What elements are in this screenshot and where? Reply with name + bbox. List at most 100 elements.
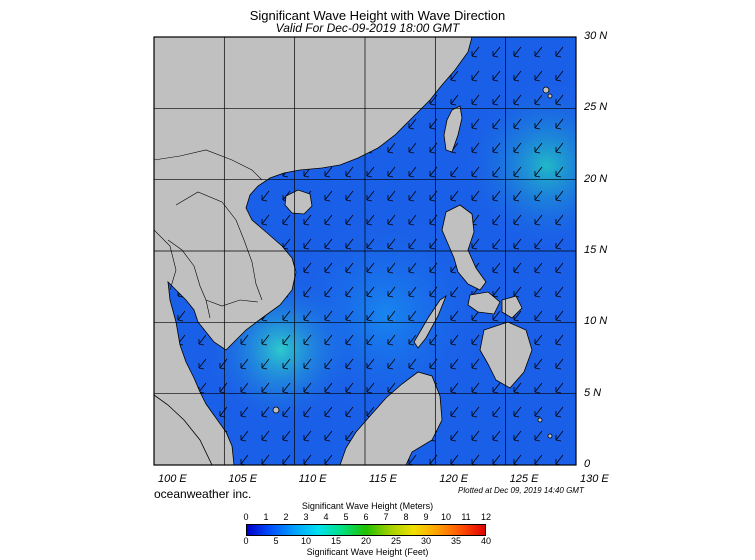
- wave-arrow: [198, 334, 207, 346]
- wave-arrow: [471, 310, 480, 322]
- wave-arrow: [450, 70, 459, 82]
- wave-arrow: [555, 358, 564, 370]
- wave-arrow: [324, 382, 333, 394]
- latitude-label: 30 N: [584, 30, 608, 42]
- colorbar-meter-tick: 3: [303, 512, 309, 522]
- latitude-label: 10 N: [584, 315, 608, 328]
- longitude-label: 120 E: [439, 473, 469, 485]
- wave-arrow: [471, 406, 480, 418]
- wave-arrow: [555, 382, 564, 394]
- wave-arrow: [408, 334, 417, 346]
- wave-arrow: [303, 214, 312, 226]
- wave-arrow: [198, 358, 207, 370]
- colorbar-feet-tick: 20: [360, 536, 372, 546]
- wave-arrow: [513, 70, 522, 82]
- wave-arrow: [534, 310, 543, 322]
- colorbar-meter-tick: 2: [283, 512, 289, 522]
- wave-arrow: [513, 46, 522, 58]
- longitude-label: 115 E: [369, 473, 397, 485]
- wave-arrow: [429, 166, 438, 178]
- wave-arrow: [303, 382, 312, 394]
- wave-arrow: [387, 262, 396, 274]
- wave-arrow: [429, 238, 438, 250]
- wave-arrow: [408, 238, 417, 250]
- wave-arrow: [429, 214, 438, 226]
- wave-arrow: [555, 94, 564, 106]
- wave-arrow: [303, 430, 312, 442]
- colorbar: [246, 524, 486, 536]
- wave-arrow: [366, 166, 375, 178]
- wave-arrow: [345, 358, 354, 370]
- wave-arrow: [492, 46, 501, 58]
- colorbar-feet-tick: 40: [480, 536, 492, 546]
- wave-arrow: [534, 190, 543, 202]
- wave-arrow: [324, 310, 333, 322]
- wave-height-map: [153, 36, 577, 466]
- wave-arrow: [324, 334, 333, 346]
- wave-arrow: [261, 382, 270, 394]
- longitude-label: 130 E: [580, 473, 609, 485]
- wave-arrow: [408, 286, 417, 298]
- wave-arrow: [345, 166, 354, 178]
- wave-arrow: [513, 262, 522, 274]
- wave-arrow: [324, 190, 333, 202]
- wave-arrow: [240, 430, 249, 442]
- wave-arrow: [534, 286, 543, 298]
- colorbar-meter-tick: 12: [480, 512, 492, 522]
- wave-arrow: [387, 310, 396, 322]
- longitude-label: 105 E: [228, 473, 258, 485]
- wave-arrow: [513, 142, 522, 154]
- wave-arrow: [534, 214, 543, 226]
- wave-arrow: [282, 214, 291, 226]
- wave-arrow: [429, 286, 438, 298]
- wave-arrow: [555, 214, 564, 226]
- wave-arrow: [492, 406, 501, 418]
- wave-arrow: [513, 214, 522, 226]
- wave-arrow: [303, 334, 312, 346]
- wave-arrow: [324, 358, 333, 370]
- wave-arrow: [534, 166, 543, 178]
- wave-arrow: [387, 190, 396, 202]
- wave-arrow: [492, 430, 501, 442]
- wave-arrow: [492, 286, 501, 298]
- wave-arrow: [408, 358, 417, 370]
- wave-arrow: [534, 406, 543, 418]
- lat-lon-grid: [154, 37, 576, 465]
- wave-arrow: [324, 262, 333, 274]
- wave-arrow: [555, 286, 564, 298]
- wave-arrow: [534, 46, 543, 58]
- wave-arrow: [513, 406, 522, 418]
- wave-arrow: [408, 310, 417, 322]
- map-subtitle: Valid For Dec-09-2019 18:00 GMT: [275, 21, 460, 35]
- wave-arrow: [492, 142, 501, 154]
- longitude-label: 125 E: [509, 473, 539, 485]
- wave-arrow: [513, 382, 522, 394]
- colorbar-meter-tick: 6: [363, 512, 369, 522]
- wave-arrow: [534, 430, 543, 442]
- wave-arrow: [555, 142, 564, 154]
- wave-arrow: [345, 238, 354, 250]
- wave-arrow: [366, 358, 375, 370]
- wave-arrow: [471, 142, 480, 154]
- wave-arrow: [345, 190, 354, 202]
- wave-arrow: [450, 286, 459, 298]
- land: [154, 37, 553, 465]
- wave-arrow: [345, 406, 354, 418]
- wave-arrow: [450, 334, 459, 346]
- wave-arrow: [450, 358, 459, 370]
- wave-arrow: [429, 190, 438, 202]
- wave-arrow: [387, 214, 396, 226]
- wave-arrow: [387, 358, 396, 370]
- wave-arrow: [429, 118, 438, 130]
- wave-arrow: [408, 166, 417, 178]
- latitude-label: 0: [584, 458, 591, 470]
- wave-arrow: [366, 238, 375, 250]
- wave-arrow: [282, 310, 291, 322]
- wave-arrow: [450, 166, 459, 178]
- wave-arrow: [471, 430, 480, 442]
- wave-arrow: [303, 358, 312, 370]
- wave-arrow: [492, 166, 501, 178]
- colorbar-meter-tick: 11: [461, 512, 471, 522]
- wave-arrow: [366, 334, 375, 346]
- wave-arrow: [513, 166, 522, 178]
